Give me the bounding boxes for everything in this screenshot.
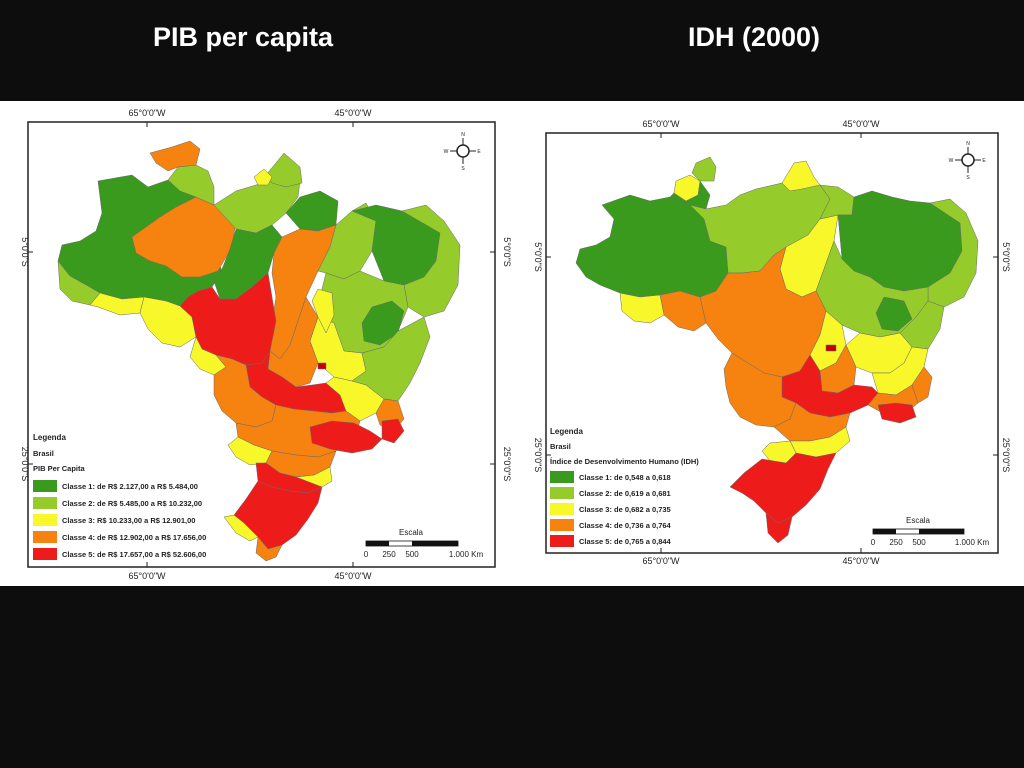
region-east-green-spots [875,296,913,332]
compass-n: N [966,141,970,147]
idh-map-panel: 65°0'0"W 45°0'0"W 65°0'0"W 45°0'0"W 5°0'… [520,101,1024,586]
compass-rose: N S E W [949,141,987,181]
scale-tick: 500 [912,538,926,547]
coord-bottom-label: 45°0'0"W [842,556,880,566]
legend-swatch-class5 [550,535,574,547]
legend-label: Classe 3: de 0,682 a 0,735 [579,505,671,514]
coord-left-label: 5°0'0"S [20,237,30,267]
compass-e: E [477,149,481,155]
region-rondonia-yellow [139,296,197,348]
coord-left-label: 25°0'0"S [533,438,543,473]
coord-top-label: 45°0'0"W [334,108,372,118]
scale-tick: 500 [405,550,419,559]
region-amapa [265,152,303,188]
scale-title: Escala [906,516,931,525]
coord-bottom-label: 65°0'0"W [128,571,166,581]
scale-tick: 0 [364,550,369,559]
region-rgs-south-red [765,512,793,544]
region-tocantins-yellow [311,288,335,334]
region-rio-red [381,418,405,444]
region-dark-red-spot [317,362,327,370]
coord-right-label: 5°0'0"S [1001,242,1011,272]
coord-top-label: 65°0'0"W [128,108,166,118]
idh-legend: Legenda Brasil Índice de Desenvolvimento… [550,427,699,547]
pib-map-panel: 65°0'0"W 45°0'0"W 65°0'0"W 45°0'0"W 5°0'… [0,101,512,586]
legend-layer: Brasil [550,442,571,451]
legend-swatch-class4 [550,519,574,531]
scale-tick: 1.000 Km [449,550,484,559]
scale-title: Escala [399,528,424,537]
coord-right-label: 25°0'0"S [502,447,512,482]
compass-s: S [461,166,465,172]
region-sao-paulo-red [309,420,383,454]
coord-bottom-label: 65°0'0"W [642,556,680,566]
legend-swatch-class2 [550,487,574,499]
region-acre-yellow [89,292,145,316]
coord-top-label: 45°0'0"W [842,119,880,129]
region-acre-yellow [619,292,665,324]
legend-label: Classe 4: de R$ 12.902,00 a R$ 17.656,00 [62,533,206,542]
legend-swatch-class3 [33,514,57,526]
legend-swatch-class3 [550,503,574,515]
coord-left-label: 25°0'0"S [20,447,30,482]
compass-w: W [444,149,449,155]
scale-tick: 250 [889,538,903,547]
region-roraima-top [149,140,201,172]
scale-tick: 1.000 Km [955,538,990,547]
scale-bar: Escala 0 250 500 1.000 Km [364,528,484,559]
slide-title-pib: PIB per capita [153,22,334,52]
legend-label: Classe 5: de 0,765 a 0,844 [579,537,672,546]
coord-left-label: 5°0'0"S [533,242,543,272]
compass-w: W [949,158,954,164]
legend-swatch-class5 [33,548,57,560]
compass-n: N [461,132,465,138]
pib-map-svg: 65°0'0"W 45°0'0"W 65°0'0"W 45°0'0"W 5°0'… [20,108,512,581]
scale-tick: 0 [871,538,876,547]
legend-swatch-class4 [33,531,57,543]
legend-label: Classe 3: R$ 10.233,00 a R$ 12.901,00 [62,516,195,525]
pib-choropleth [57,140,461,562]
legend-label: Classe 1: de R$ 2.127,00 a R$ 5.484,00 [62,482,198,491]
region-dark-red-spot [825,344,837,352]
region-mato-grosso-west [659,290,707,332]
idh-choropleth [575,156,979,544]
legend-variable: Índice de Desenvolvimento Humano (IDH) [550,457,699,466]
legend-swatch-class1 [550,471,574,483]
region-roraima-lightgreen [691,156,717,182]
legend-label: Classe 2: de 0,619 a 0,681 [579,489,671,498]
legend-label: Classe 1: de 0,548 a 0,618 [579,473,671,482]
region-roraima-yellow [673,174,701,202]
compass-e: E [982,158,986,164]
scale-bar: Escala 0 250 500 1.000 Km [871,516,990,547]
compass-rose: N S E W [444,132,482,172]
region-rio-grande-do-sul-red [729,452,837,524]
coord-bottom-label: 45°0'0"W [334,571,372,581]
region-bahia-green [361,300,405,346]
region-rgs-orange-south [255,536,283,562]
slide-title-idh: IDH (2000) [688,22,821,52]
legend-heading: Legenda [550,427,583,436]
pib-legend: Legenda Brasil PIB Per Capita Classe 1: … [33,433,206,560]
legend-label: Classe 4: de 0,736 a 0,764 [579,521,672,530]
coord-top-label: 65°0'0"W [642,119,680,129]
legend-heading: Legenda [33,433,66,442]
idh-map-svg: 65°0'0"W 45°0'0"W 65°0'0"W 45°0'0"W 5°0'… [533,119,1011,566]
compass-s: S [966,175,970,181]
region-amazon-orange [131,196,237,278]
legend-swatch-class1 [33,480,57,492]
legend-swatch-class2 [33,497,57,509]
legend-layer: Brasil [33,449,54,458]
region-amapa-yellow [781,160,821,192]
region-santa-catarina-yellow [295,466,333,488]
legend-label: Classe 2: de R$ 5.485,00 a R$ 10.232,00 [62,499,202,508]
region-amapa-yellow [253,168,273,186]
coord-right-label: 25°0'0"S [1001,438,1011,473]
coord-right-label: 5°0'0"S [502,237,512,267]
region-rio-red-coast [877,402,917,424]
scale-tick: 250 [382,550,396,559]
legend-variable: PIB Per Capita [33,464,86,473]
legend-label: Classe 5: de R$ 17.657,00 a R$ 52.606,00 [62,550,206,559]
